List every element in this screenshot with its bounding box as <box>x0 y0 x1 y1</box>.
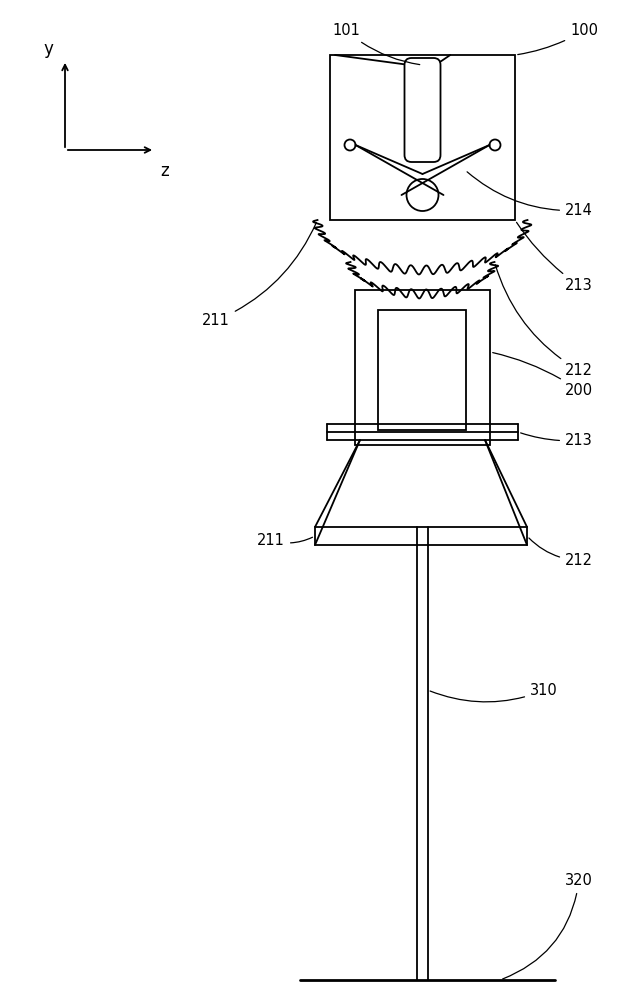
Text: z: z <box>160 162 169 180</box>
Text: 212: 212 <box>529 538 593 568</box>
Text: 214: 214 <box>467 172 593 218</box>
Text: y: y <box>43 40 53 58</box>
Bar <box>330 55 515 220</box>
Bar <box>315 527 527 545</box>
Text: 211: 211 <box>202 223 317 328</box>
Bar <box>378 310 466 430</box>
Text: 101: 101 <box>332 23 420 65</box>
Text: 212: 212 <box>495 265 593 378</box>
Text: 213: 213 <box>521 433 593 448</box>
Text: 211: 211 <box>257 533 312 548</box>
Text: 320: 320 <box>502 873 593 979</box>
Text: 200: 200 <box>493 353 593 398</box>
Bar <box>355 290 490 445</box>
FancyBboxPatch shape <box>404 58 441 162</box>
Text: 100: 100 <box>518 23 598 55</box>
Text: 310: 310 <box>430 683 558 702</box>
Text: 213: 213 <box>516 222 593 293</box>
